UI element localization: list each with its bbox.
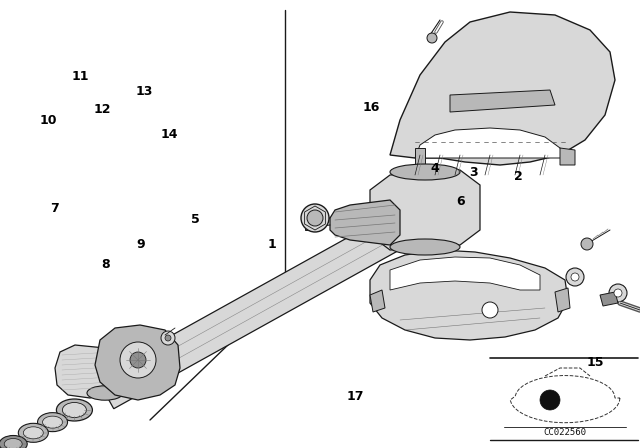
Ellipse shape: [23, 427, 44, 439]
Polygon shape: [370, 170, 480, 250]
Text: 1: 1: [268, 237, 276, 251]
Circle shape: [614, 289, 622, 297]
Ellipse shape: [87, 386, 123, 400]
Ellipse shape: [390, 239, 460, 255]
Text: CC022560: CC022560: [543, 427, 586, 436]
Text: 14: 14: [161, 128, 179, 141]
Text: 11: 11: [71, 69, 89, 83]
Text: 16: 16: [362, 101, 380, 114]
Text: 15: 15: [586, 356, 604, 370]
Circle shape: [130, 352, 146, 368]
Polygon shape: [330, 200, 400, 245]
Text: 9: 9: [136, 237, 145, 251]
Text: 13: 13: [135, 85, 153, 99]
Circle shape: [120, 342, 156, 378]
Polygon shape: [370, 290, 385, 312]
Ellipse shape: [19, 423, 48, 442]
Circle shape: [427, 33, 437, 43]
Polygon shape: [415, 128, 565, 158]
Ellipse shape: [42, 416, 63, 428]
Text: 4: 4: [431, 161, 440, 175]
Text: 7: 7: [50, 202, 59, 215]
Circle shape: [165, 335, 171, 341]
Polygon shape: [305, 215, 315, 230]
Circle shape: [482, 302, 498, 318]
Text: 12: 12: [93, 103, 111, 116]
Circle shape: [609, 284, 627, 302]
Polygon shape: [560, 148, 575, 165]
Text: 3: 3: [469, 166, 478, 179]
Text: 8: 8: [101, 258, 110, 271]
Ellipse shape: [56, 399, 92, 421]
Ellipse shape: [4, 439, 22, 448]
Polygon shape: [390, 12, 615, 165]
Ellipse shape: [63, 402, 86, 418]
Polygon shape: [55, 345, 120, 398]
Polygon shape: [555, 288, 570, 312]
Text: 6: 6: [456, 195, 465, 208]
Polygon shape: [370, 250, 568, 340]
Polygon shape: [96, 177, 474, 409]
Polygon shape: [390, 257, 540, 290]
Text: 5: 5: [191, 213, 200, 226]
Ellipse shape: [0, 447, 7, 448]
Circle shape: [301, 204, 329, 232]
Text: 10: 10: [39, 114, 57, 128]
Circle shape: [581, 238, 593, 250]
Circle shape: [566, 268, 584, 286]
Ellipse shape: [38, 413, 68, 431]
Polygon shape: [95, 325, 180, 400]
Circle shape: [307, 210, 323, 226]
Text: 2: 2: [514, 170, 523, 184]
Ellipse shape: [390, 164, 460, 180]
Circle shape: [571, 273, 579, 281]
Polygon shape: [450, 90, 555, 112]
Text: 17: 17: [346, 390, 364, 403]
Polygon shape: [415, 148, 425, 165]
Polygon shape: [600, 292, 618, 306]
Ellipse shape: [0, 435, 28, 448]
Circle shape: [540, 390, 560, 410]
Circle shape: [161, 331, 175, 345]
